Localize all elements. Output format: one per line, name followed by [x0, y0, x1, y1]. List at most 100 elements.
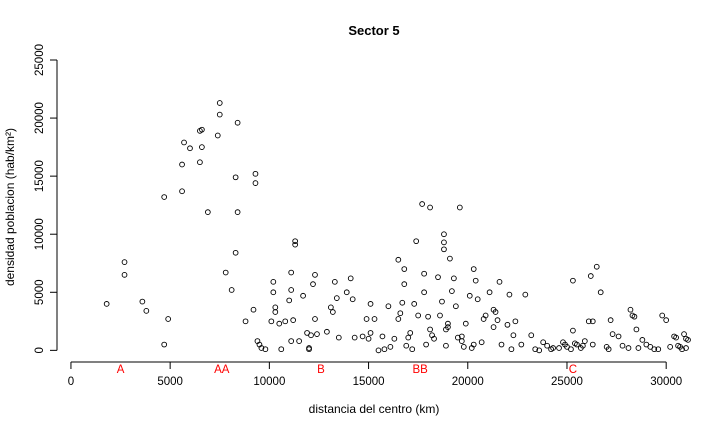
y-tick-label: 10000	[34, 218, 46, 250]
data-point	[615, 333, 622, 340]
data-point	[379, 333, 386, 340]
data-point	[490, 324, 497, 330]
data-point	[633, 326, 640, 333]
data-point	[290, 317, 297, 324]
data-point	[296, 338, 302, 344]
data-point	[443, 342, 449, 349]
data-point	[627, 306, 634, 313]
y-tick-label: 5000	[34, 279, 46, 305]
data-point	[347, 275, 354, 282]
data-point	[312, 316, 318, 322]
chart-title: Sector 5	[348, 23, 399, 38]
data-point	[607, 317, 614, 324]
data-point	[504, 321, 511, 328]
data-point	[496, 278, 503, 285]
data-point	[470, 266, 477, 272]
data-point	[492, 309, 499, 315]
data-point	[587, 273, 594, 279]
data-point	[532, 346, 539, 353]
data-point	[204, 209, 211, 215]
data-point	[421, 289, 427, 296]
data-point	[187, 145, 193, 152]
zone-labels: A AA B BB C	[117, 364, 577, 376]
data-points	[103, 100, 691, 354]
data-point	[454, 334, 461, 341]
data-point	[411, 301, 418, 307]
data-point	[478, 339, 485, 346]
data-point	[472, 277, 479, 284]
data-point	[381, 346, 388, 353]
data-point	[447, 255, 453, 262]
data-point	[593, 263, 600, 270]
data-point	[395, 256, 402, 263]
data-point	[445, 320, 451, 327]
data-point	[272, 309, 279, 315]
data-point	[276, 320, 283, 327]
data-point	[242, 318, 249, 325]
data-point	[413, 238, 420, 245]
data-point	[540, 339, 547, 346]
data-point	[579, 342, 586, 349]
data-point	[528, 332, 535, 339]
data-point	[597, 289, 604, 296]
data-point	[216, 111, 223, 118]
data-point	[405, 334, 412, 341]
zone-label: AA	[214, 364, 230, 376]
data-point	[179, 161, 185, 168]
data-point	[343, 289, 350, 296]
data-point	[419, 201, 425, 207]
zone-label: BB	[412, 364, 428, 376]
data-point	[351, 334, 358, 341]
data-point	[651, 346, 658, 353]
data-point	[199, 144, 205, 150]
data-point	[278, 346, 285, 353]
zone-label: A	[117, 364, 125, 376]
data-point	[635, 345, 642, 351]
data-point	[214, 132, 221, 139]
data-point	[415, 312, 422, 319]
data-point	[288, 269, 295, 276]
data-point	[458, 338, 465, 344]
data-point	[589, 341, 596, 348]
data-point	[286, 297, 293, 304]
y-tick-label: 0	[34, 347, 46, 353]
zone-label: C	[569, 364, 577, 376]
data-point	[437, 312, 443, 319]
data-point	[474, 296, 481, 303]
data-point	[423, 341, 429, 348]
data-point	[179, 188, 185, 195]
data-point	[451, 275, 457, 282]
data-point	[228, 287, 235, 293]
data-point	[431, 335, 437, 342]
data-point	[470, 341, 477, 348]
data-point	[407, 330, 414, 336]
data-point	[324, 328, 330, 335]
data-point	[292, 241, 299, 248]
data-point	[679, 346, 685, 353]
data-point	[252, 180, 259, 186]
data-point	[518, 341, 525, 348]
data-point	[234, 209, 241, 215]
data-point	[385, 303, 392, 310]
data-point	[121, 259, 128, 265]
data-point	[655, 346, 662, 353]
zone-label: B	[317, 364, 325, 376]
data-point	[625, 345, 632, 351]
data-point	[335, 334, 342, 341]
data-point	[359, 333, 366, 340]
data-point	[401, 281, 408, 288]
data-point	[441, 246, 447, 253]
data-point	[262, 346, 269, 353]
data-point	[371, 316, 378, 322]
data-point	[544, 342, 550, 349]
x-axis: 0 5000 10000 15000 20000 25000 30000	[68, 361, 682, 388]
data-point	[331, 278, 338, 285]
data-point	[310, 281, 316, 288]
data-point	[234, 119, 241, 126]
data-point	[441, 231, 447, 238]
data-point	[659, 312, 666, 319]
x-axis-label: distancia del centro (km)	[309, 402, 440, 416]
data-point	[574, 341, 580, 348]
data-point	[270, 289, 277, 296]
